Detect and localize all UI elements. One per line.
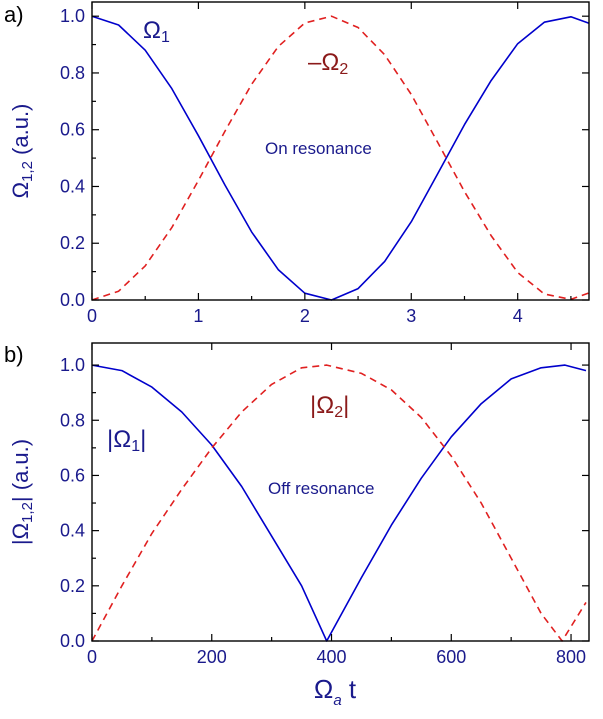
panel-b-y-axis-label: |Ω1,2| (a.u.) xyxy=(8,439,36,545)
panel-b-series2-post: | xyxy=(343,392,349,419)
panel-a-x-tick-label: 0 xyxy=(87,306,97,326)
panel-b-frame xyxy=(91,342,590,642)
panel-a-series2-main: Ω xyxy=(321,49,339,76)
panel-b-label: b) xyxy=(4,342,24,367)
panel-b-y-tick-label: 0.6 xyxy=(60,465,85,485)
panel-a-series1-sub: 1 xyxy=(161,29,170,46)
panel-a-series2-label: –Ω2 xyxy=(308,49,348,78)
panel-a-series2-sub: 2 xyxy=(339,61,348,78)
panel-a-plot xyxy=(91,15,590,301)
panel-a-y-tick-label: 0.0 xyxy=(60,290,85,310)
panel-a-y-ticks: 0.0 0.2 0.4 0.6 0.8 1.0 xyxy=(60,6,589,310)
panel-b-y-ticks: 0.0 0.2 0.4 0.6 0.8 1.0 xyxy=(60,355,589,651)
panel-b-series1-line xyxy=(91,364,587,642)
panel-a-y-axis-label: Ω1,2 (a.u.) xyxy=(8,104,36,199)
panel-b-x-tick-label: 200 xyxy=(197,647,227,667)
panel-b-xlabel-sub: a xyxy=(333,692,341,709)
panel-b-x-tick-label: 0 xyxy=(87,647,97,667)
panel-b-y-tick-label: 0.2 xyxy=(60,576,85,596)
panel-b-ylabel-main: |Ω xyxy=(8,523,33,545)
panel-b-series2-label: |Ω2| xyxy=(310,392,349,421)
panel-a-ylabel-main: Ω xyxy=(8,182,33,198)
panel-a-series1-main: Ω xyxy=(143,17,161,44)
panel-b-y-tick-label: 0.8 xyxy=(60,410,85,430)
panel-b-series1-main: |Ω xyxy=(107,426,131,453)
panel-b-series2-main: |Ω xyxy=(310,392,334,419)
panel-b-xlabel-main: Ω xyxy=(314,674,333,704)
panel-b-series1-sub: 1 xyxy=(131,438,140,455)
panel-b-series1-label: |Ω1| xyxy=(107,426,146,455)
panel-a-x-tick-label: 2 xyxy=(300,306,310,326)
panel-b-x-tick-label: 400 xyxy=(316,647,346,667)
panel-b-series1-post: | xyxy=(140,426,146,453)
panel-b-annotation: Off resonance xyxy=(268,479,374,498)
panel-b-ylabel-sub: 1,2 xyxy=(19,502,36,523)
panel-a-annotation: On resonance xyxy=(265,139,372,158)
panel-a-frame xyxy=(91,1,590,301)
panel-a-y-tick-label: 0.2 xyxy=(60,233,85,253)
panel-b-y-tick-label: 0.0 xyxy=(60,631,85,651)
panel-b-ylabel-unit: | (a.u.) xyxy=(8,439,33,502)
panel-a-y-tick-label: 0.6 xyxy=(60,120,85,140)
panel-a-x-tick-label: 4 xyxy=(513,306,523,326)
panel-a-x-ticks: 0 1 2 3 4 xyxy=(87,2,572,326)
panel-b-y-tick-label: 0.4 xyxy=(60,521,85,541)
panel-b: b) 0 200 400 600 800 0.00.20.40.60.81.0 |Ω1,… xyxy=(4,342,590,709)
panel-b-series2-line xyxy=(91,364,587,642)
panel-b-x-tick-label: 600 xyxy=(436,647,466,667)
panel-b-x-tick-label: 800 xyxy=(556,647,586,667)
panel-b-y-tick-label: 1.0 xyxy=(60,355,85,375)
panel-b-series2-sub: 2 xyxy=(334,404,343,421)
panel-a-x-tick-label: 3 xyxy=(406,306,416,326)
panel-a-series2-line xyxy=(91,15,590,301)
panel-a-series2-pre: – xyxy=(308,49,322,76)
panel-b-xlabel-rest: t xyxy=(342,674,357,704)
panel-b-x-axis-label: Ωa t xyxy=(314,674,357,709)
panel-a-label: a) xyxy=(4,2,24,27)
panel-a-series1-label: Ω1 xyxy=(143,17,170,46)
panel-a-ylabel-sub: 1,2 xyxy=(19,161,36,182)
panel-b-x-ticks: 0 200 400 600 800 xyxy=(87,343,586,667)
panel-a-x-tick-label: 1 xyxy=(193,306,203,326)
panel-a-y-tick-label: 0.8 xyxy=(60,63,85,83)
panel-a-ylabel-unit: (a.u.) xyxy=(8,104,33,161)
panel-b-plot xyxy=(91,364,587,642)
panel-a-series1-line xyxy=(91,15,590,301)
panel-a-y-tick-label: 0.4 xyxy=(60,176,85,196)
panel-a-y-tick-label: 1.0 xyxy=(60,6,85,26)
